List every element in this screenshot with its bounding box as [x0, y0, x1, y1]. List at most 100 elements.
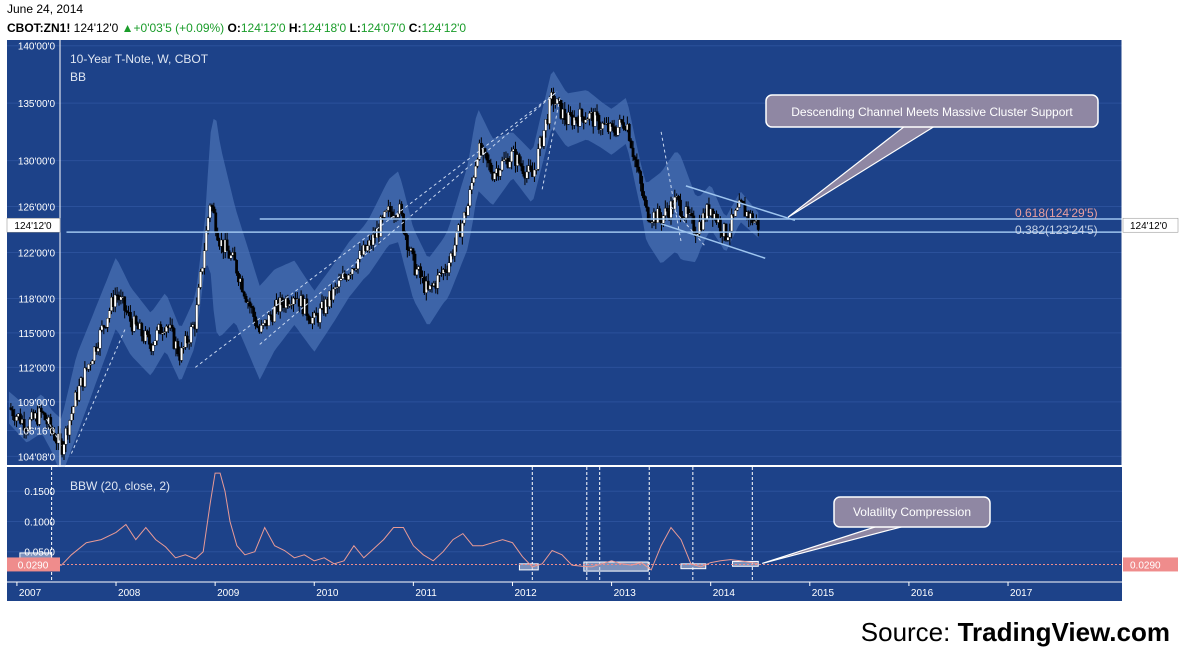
price-tick-label-right: 122'00'0 — [1130, 249, 1168, 260]
candle-body — [108, 310, 111, 319]
dashed-trendline[interactable] — [195, 91, 558, 368]
candle-body — [180, 347, 184, 361]
candle-body — [318, 308, 322, 323]
candle-body — [517, 154, 521, 164]
price-tick-label-left: 130'00'0 — [18, 157, 56, 168]
symbol[interactable]: CBOT:ZN1! — [7, 21, 71, 35]
candle-body — [349, 273, 352, 276]
price-pane[interactable]: 0.618(124'29'5) 0.382(123'24'5) 10-Year T… — [7, 40, 1122, 475]
price-tick-label-right: 126'00'0 — [1130, 203, 1168, 214]
candle-body — [244, 296, 248, 303]
candle-body — [739, 199, 743, 202]
candle-body — [96, 348, 100, 352]
candle-body — [195, 304, 199, 330]
candle-body — [307, 315, 311, 321]
candle-body — [356, 258, 360, 270]
price-tick-label-left: 126'00'0 — [18, 203, 56, 214]
candle-body — [83, 367, 87, 387]
candle-body — [140, 323, 144, 337]
dashed-trendline[interactable] — [46, 418, 62, 446]
candle-body — [237, 273, 240, 283]
candle-body — [631, 147, 635, 158]
time-axis[interactable]: 2007 2008 2009 2010 2011 2012 2013 2014 2015 2016… — [7, 581, 1122, 599]
price-tick-label-right: 130'00'0 — [1130, 157, 1168, 168]
bbw-last-tag-left — [7, 557, 60, 572]
candle-body — [586, 118, 589, 121]
time-tick-label: 2012 — [514, 588, 537, 599]
price-tick-label-left: 118'00'0 — [19, 294, 56, 305]
channel-upper-line[interactable] — [685, 185, 796, 222]
candle-body — [542, 130, 546, 147]
callout-box — [765, 94, 1099, 128]
candle-body — [331, 288, 335, 301]
candle-body — [208, 205, 212, 219]
channel-lower-line[interactable] — [660, 223, 766, 259]
candle-body — [151, 345, 155, 352]
candle-body — [443, 269, 447, 273]
bb-indicator-label: BB — [70, 70, 86, 84]
trend-lines[interactable] — [46, 91, 796, 454]
candle-body — [290, 304, 294, 306]
candle-body — [544, 119, 548, 131]
candle-body — [599, 128, 603, 130]
open-value: 124'12'0 — [240, 21, 286, 35]
candle-body — [555, 98, 559, 104]
candle-body — [161, 332, 165, 335]
candle-body — [637, 166, 641, 172]
bbw-last-tag-left-text: 0.0290 — [18, 560, 49, 571]
candle-body — [49, 417, 53, 430]
source-credit: Source: TradingView.com — [861, 617, 1170, 648]
candle-body — [216, 232, 220, 241]
dashed-trendline[interactable] — [259, 91, 558, 345]
candle-body — [153, 340, 157, 346]
candle-body — [690, 213, 694, 217]
dashed-trendline[interactable] — [70, 326, 127, 454]
price-axis-left: 104'08'0 106'16'0 109'00'0 112'00'0 115'00'0… — [6, 40, 61, 582]
candle-body — [163, 331, 166, 334]
candle-body — [534, 169, 538, 171]
price-tick-label-left: 104'08'0 — [18, 452, 56, 463]
candle-body — [182, 347, 185, 349]
compression-box[interactable] — [731, 560, 759, 567]
price-tick-label-left: 135'00'0 — [18, 99, 56, 110]
channel-callout[interactable]: Descending Channel Meets Massive Cluster… — [765, 94, 1099, 218]
price-tick-label-right: 115'00'0 — [1130, 329, 1167, 340]
candle-body — [635, 159, 639, 168]
candle-body — [104, 326, 108, 329]
last-price-tag-left — [6, 217, 61, 233]
candle-body — [115, 294, 119, 297]
channel-callout-text: Descending Channel Meets Massive Cluster… — [791, 105, 1073, 119]
candle-body — [476, 159, 479, 167]
candle-body — [470, 182, 474, 190]
candle-body — [730, 214, 734, 232]
candle-body — [261, 323, 265, 326]
candle-body — [170, 324, 174, 329]
dashed-trendline[interactable] — [541, 97, 561, 190]
candle-body — [91, 360, 94, 365]
candle-body — [354, 268, 358, 271]
price-tick-label-left: 109'00'0 — [18, 398, 56, 409]
fib-levels[interactable]: 0.618(124'29'5) 0.382(123'24'5) — [66, 206, 1122, 237]
close-label: C: — [408, 21, 422, 35]
candle-body — [165, 326, 168, 332]
chart-area[interactable]: 0.618(124'29'5) 0.382(123'24'5) 10-Year T… — [0, 38, 1184, 608]
dashed-trendline[interactable] — [670, 206, 707, 248]
source-brand[interactable]: TradingView.com — [957, 617, 1170, 647]
candle-body — [267, 314, 271, 326]
bbw-tick-label-right: 0.1000 — [1130, 517, 1161, 528]
dashed-trendline[interactable] — [660, 131, 682, 242]
compression-callout[interactable]: Volatility Compression — [762, 496, 991, 564]
candle-body — [500, 160, 504, 171]
candle-body — [396, 213, 400, 218]
price-tick-label-left: 106'16'0 — [18, 427, 56, 438]
compression-box[interactable] — [680, 563, 707, 570]
bbw-pane[interactable]: BBW (20, close, 2) Volatility Compressio… — [7, 467, 1122, 582]
open-label: O: — [227, 21, 241, 35]
candle-body — [588, 113, 591, 120]
candle-body — [252, 307, 256, 317]
chart-date: June 24, 2014 — [7, 2, 84, 16]
candle-body — [242, 291, 246, 297]
candle-body — [128, 311, 132, 322]
high-value: 124'18'0 — [301, 21, 347, 35]
candle-body — [68, 420, 72, 436]
